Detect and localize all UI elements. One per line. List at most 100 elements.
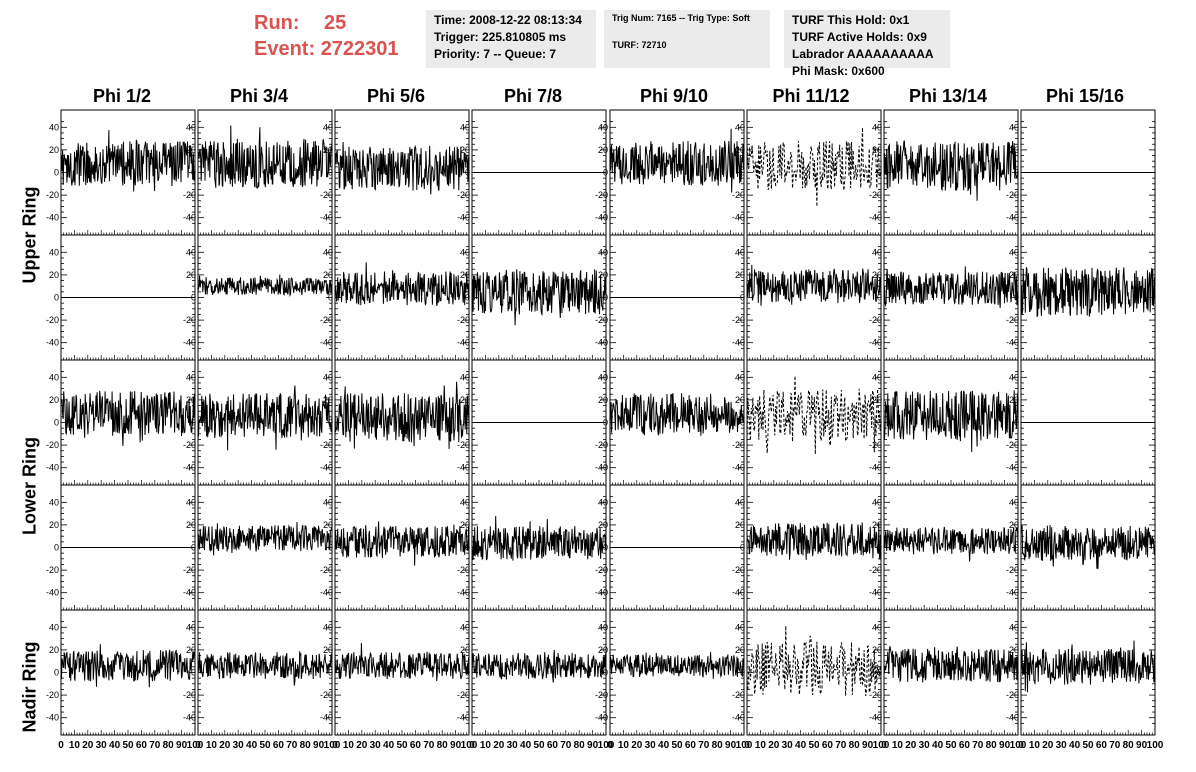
y-tick-label: -20 — [732, 565, 745, 575]
y-tick-label: 20 — [186, 395, 196, 405]
y-tick-label: 0 — [603, 543, 608, 553]
y-tick-label: -20 — [595, 565, 608, 575]
panel-r2-c7: -40 -20 0 20 40 — [1006, 359, 1156, 486]
y-tick-label: 40 — [323, 122, 333, 132]
waveform-trace — [609, 393, 745, 436]
y-tick-label: 40 — [872, 247, 882, 257]
y-tick-label: -20 — [183, 190, 196, 200]
y-tick-label: 0 — [191, 293, 196, 303]
x-tick-label: 10 — [69, 740, 81, 751]
y-tick-label: -20 — [1006, 690, 1019, 700]
x-tick-label: 80 — [986, 740, 998, 751]
x-tick-label: 90 — [450, 740, 462, 751]
x-tick-label: 90 — [176, 740, 188, 751]
y-tick-label: -20 — [183, 565, 196, 575]
time-line: Time: 2008-12-22 08:13:34 — [434, 13, 582, 27]
waveform-trace — [1020, 640, 1156, 693]
y-tick-label: -40 — [183, 213, 196, 223]
y-tick-label: 40 — [872, 122, 882, 132]
x-tick-label: 40 — [246, 740, 258, 751]
x-tick-label: 80 — [300, 740, 312, 751]
x-tick-label: 100 — [1010, 740, 1027, 751]
panel-r3-c3: -40 -20 0 20 40 — [457, 484, 607, 611]
y-tick-label: -20 — [457, 440, 470, 450]
y-tick-label: -20 — [1006, 190, 1019, 200]
y-tick-label: 0 — [877, 168, 882, 178]
y-tick-label: 20 — [735, 520, 745, 530]
waveform-trace — [471, 649, 607, 683]
y-tick-label: -40 — [869, 213, 882, 223]
y-tick-label: -20 — [320, 690, 333, 700]
y-tick-label: 40 — [49, 247, 59, 257]
y-tick-label: 0 — [54, 668, 59, 678]
x-tick-label: 10 — [755, 740, 767, 751]
x-tick-label: 70 — [560, 740, 572, 751]
y-tick-label: -40 — [869, 588, 882, 598]
y-tick-label: -40 — [183, 713, 196, 723]
x-tick-label: 80 — [1123, 740, 1135, 751]
y-tick-label: -20 — [457, 315, 470, 325]
y-tick-label: 20 — [735, 145, 745, 155]
panel-r0-c7: -40 -20 0 20 40 — [1006, 109, 1156, 236]
y-tick-label: -20 — [46, 315, 59, 325]
x-tick-label: 40 — [1069, 740, 1081, 751]
y-tick-label: 20 — [1009, 145, 1019, 155]
y-tick-label: 0 — [603, 293, 608, 303]
col-header-7: Phi 13/14 — [908, 86, 988, 106]
y-tick-label: 20 — [872, 520, 882, 530]
y-tick-label: 0 — [877, 418, 882, 428]
x-tick-label: 10 — [618, 740, 630, 751]
y-tick-label: 0 — [191, 668, 196, 678]
y-tick-label: -20 — [183, 690, 196, 700]
x-tick-label: 30 — [370, 740, 382, 751]
y-tick-label: 20 — [598, 645, 608, 655]
y-tick-label: -40 — [46, 213, 59, 223]
y-tick-label: 40 — [323, 497, 333, 507]
y-tick-label: 0 — [465, 293, 470, 303]
y-tick-label: 0 — [740, 418, 745, 428]
y-tick-label: -40 — [457, 338, 470, 348]
col-header-6: Phi 11/12 — [772, 86, 850, 106]
y-tick-label: 20 — [735, 395, 745, 405]
y-tick-label: 0 — [328, 293, 333, 303]
panel-r3-c7: -40 -20 0 20 40 — [1006, 484, 1156, 611]
x-tick-label: 80 — [712, 740, 724, 751]
x-tick-label: 50 — [945, 740, 957, 751]
trig-info-box: Trig Num: 7165 -- Trig Type: Soft TURF: … — [604, 10, 770, 68]
x-tick-label: 20 — [82, 740, 94, 751]
y-tick-label: -40 — [183, 463, 196, 473]
y-tick-label: -20 — [595, 190, 608, 200]
y-tick-label: 20 — [323, 270, 333, 280]
phi-mask-line: Phi Mask: 0x600 — [792, 64, 885, 78]
x-tick-label: 100 — [736, 740, 753, 751]
panel-r2-c3: -40 -20 0 20 40 — [457, 359, 607, 486]
y-tick-label: -40 — [595, 213, 608, 223]
x-tick-label: 0 — [607, 740, 613, 751]
y-tick-label: 0 — [603, 668, 608, 678]
y-tick-label: 20 — [735, 645, 745, 655]
y-tick-label: 20 — [598, 395, 608, 405]
y-tick-label: 40 — [598, 497, 608, 507]
panel-frame — [746, 234, 882, 361]
waveform-trace — [746, 264, 882, 306]
panel-r0-c4: -40 -20 0 20 40 — [595, 109, 745, 236]
y-tick-label: 20 — [323, 645, 333, 655]
y-tick-label: -20 — [1006, 440, 1019, 450]
priority-line: Priority: 7 -- Queue: 7 — [434, 47, 557, 61]
y-tick-label: 20 — [49, 520, 59, 530]
y-tick-label: 20 — [598, 270, 608, 280]
y-tick-label: 40 — [186, 372, 196, 382]
waveform-trace — [197, 274, 333, 298]
panel-r4-c2: -40 -20 0 20 40 — [320, 609, 470, 736]
y-tick-label: 20 — [598, 520, 608, 530]
y-tick-label: 0 — [465, 418, 470, 428]
panel-r4-c6: -40 -20 0 20 40 — [869, 609, 1019, 736]
x-tick-label: 100 — [324, 740, 341, 751]
x-tick-label: 40 — [658, 740, 670, 751]
x-tick-label: 70 — [149, 740, 161, 751]
waveform-trace — [60, 390, 196, 446]
y-tick-label: 20 — [186, 145, 196, 155]
panel-frame — [197, 484, 333, 611]
panel-r0-c0: -40 -20 0 20 40 — [46, 109, 196, 236]
